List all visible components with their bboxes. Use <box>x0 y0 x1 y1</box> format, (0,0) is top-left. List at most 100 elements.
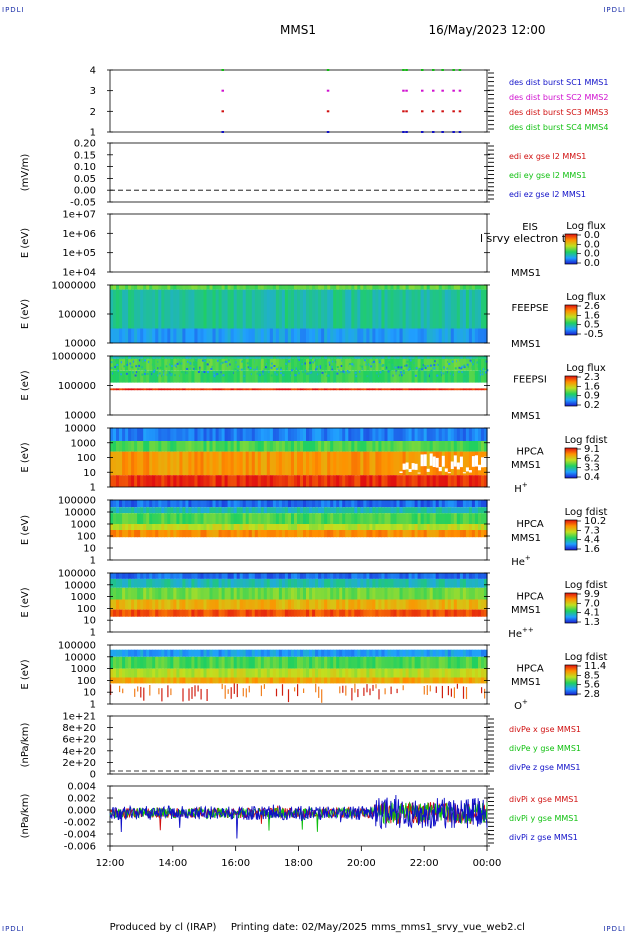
spectrogram-cell <box>284 649 289 657</box>
spectrogram-cell <box>420 388 425 391</box>
spectrogram-cell <box>481 370 485 383</box>
spectrogram-cell <box>125 285 129 290</box>
spectrogram-cell <box>372 677 376 684</box>
spectrogram-cell <box>336 609 340 617</box>
spectrogram-cell <box>327 677 331 684</box>
spectrogram-cell <box>366 656 370 669</box>
spectrogram-cell <box>447 441 452 452</box>
spectrogram-cell <box>221 530 226 538</box>
spectrogram-cell <box>155 578 159 588</box>
spectrogram-cell <box>128 507 132 514</box>
spectrogram-cell <box>284 370 289 383</box>
spectrogram-cell <box>342 289 346 329</box>
spectrogram-gap <box>435 457 440 468</box>
hpca_h-ylabel: E (eV) <box>20 442 31 472</box>
spectrogram-cell <box>312 656 316 669</box>
spectrogram-cell <box>465 289 470 329</box>
spectrogram-speck <box>268 360 271 363</box>
spectrogram-cell <box>432 285 437 290</box>
spectrogram-cell <box>239 285 244 290</box>
spectrogram-cell <box>408 370 413 383</box>
spectrogram-cell <box>119 609 123 617</box>
spectrogram-cell <box>438 649 443 657</box>
spectrogram-stick <box>372 684 374 691</box>
spectrogram-cell <box>149 500 153 508</box>
spectrogram-cell <box>146 388 150 391</box>
spectrogram-cell <box>269 441 274 452</box>
spectrogram-cell <box>215 677 220 684</box>
spectrogram-cell <box>275 285 280 290</box>
spectrogram-cell <box>318 578 322 588</box>
spectrogram-cell <box>300 609 304 617</box>
spectrogram-cell <box>131 530 135 538</box>
spectrogram-cell <box>215 328 220 343</box>
spectrogram-cell <box>414 578 419 588</box>
spectrogram-cell <box>402 599 407 610</box>
spectrogram-cell <box>221 328 226 343</box>
spectrogram-cell <box>203 524 208 530</box>
spectrogram-cell <box>456 524 461 530</box>
spectrogram-cell <box>263 649 268 657</box>
spectrogram-cell <box>360 656 364 669</box>
spectrogram-cell <box>185 513 189 524</box>
spectrogram-cell <box>197 599 202 610</box>
spectrogram-cell <box>426 451 431 476</box>
spectrogram-cell <box>113 649 117 657</box>
spectrogram-cell <box>297 441 301 452</box>
spectrogram-cell <box>481 328 485 343</box>
spectrogram-cell <box>291 573 295 579</box>
spectrogram-cell <box>281 609 286 617</box>
spectrogram-stick <box>122 688 124 694</box>
spectrogram-cell <box>327 656 331 669</box>
spectrogram-cell <box>263 573 268 579</box>
spectrogram-cell <box>131 587 135 600</box>
spectrogram-stick <box>233 683 235 694</box>
spectrogram-cell <box>257 668 262 678</box>
spectrogram-speck <box>433 367 436 370</box>
spectrogram-cell <box>333 507 337 514</box>
spectrogram-cell <box>158 573 162 579</box>
y-tick-label: -0.002 <box>64 818 96 829</box>
spectrogram-cell <box>405 370 410 383</box>
spectrogram-cell <box>411 530 416 538</box>
spectrogram-cell <box>336 475 340 487</box>
spectrogram-cell <box>167 587 171 600</box>
spectrogram-cell <box>336 356 340 359</box>
spectrogram-cell <box>429 578 434 588</box>
spectrogram-cell <box>336 524 340 530</box>
spectrogram-speck <box>463 375 466 378</box>
spectrogram-cell <box>203 428 208 441</box>
spectrogram-cell <box>272 500 277 508</box>
spectrogram-cell <box>375 609 379 617</box>
spectrogram-cell <box>312 285 316 290</box>
spectrogram-cell <box>170 599 174 610</box>
burst-marker <box>452 69 455 71</box>
spectrogram-cell <box>140 475 144 487</box>
spectrogram-cell <box>462 513 467 524</box>
spectrogram-cell <box>272 530 277 538</box>
spectrogram-cell <box>227 530 232 538</box>
spectrogram-cell <box>387 656 392 669</box>
spectrogram-cell <box>360 289 364 329</box>
spectrogram-cell <box>278 513 283 524</box>
spectrogram-cell <box>113 599 117 610</box>
spectrogram-cell <box>435 656 440 669</box>
spectrogram-cell <box>357 524 361 530</box>
spectrogram-cell <box>330 530 334 538</box>
spectrogram-cell <box>294 451 298 476</box>
spectrogram-cell <box>224 451 229 476</box>
spectrogram-cell <box>158 285 162 290</box>
spectrogram-cell <box>218 388 223 391</box>
spectrogram-cell <box>435 524 440 530</box>
spectrogram-cell <box>185 507 189 514</box>
spectrogram-cell <box>236 475 241 487</box>
spectrogram-cell <box>345 475 349 487</box>
spectrogram-cell <box>423 573 428 579</box>
spectrogram-cell <box>224 388 229 391</box>
spectrogram-stick <box>224 685 226 699</box>
spectrogram-cell <box>474 388 479 391</box>
spectrogram-cell <box>330 578 334 588</box>
spectrogram-cell <box>396 500 401 508</box>
spectrogram-cell <box>260 599 265 610</box>
spectrogram-speck <box>316 365 319 368</box>
